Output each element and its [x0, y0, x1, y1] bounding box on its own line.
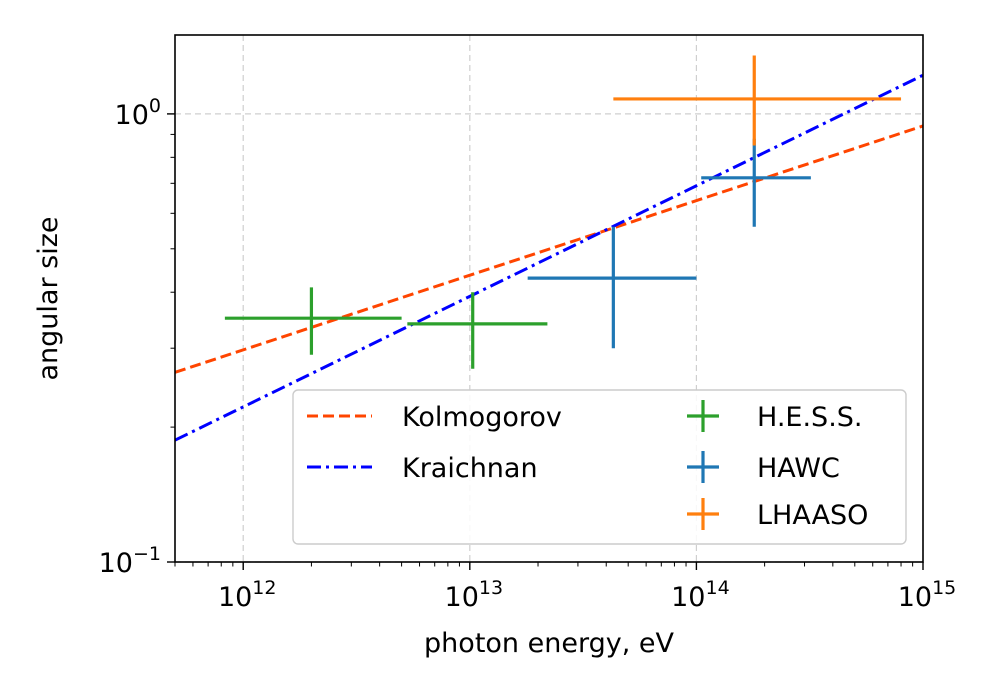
x-tick-label: 1015 — [898, 577, 957, 613]
plot-frame — [174, 34, 924, 563]
errorbar-point-h-e-s-s — [224, 287, 402, 355]
axis-ticks: 1012 1013 1014 1015 10−1 100 — [99, 95, 957, 613]
x-tick-label: 1014 — [671, 577, 730, 613]
x-tick-label: 1012 — [218, 577, 277, 613]
plot-area — [175, 55, 923, 442]
legend-label: Kraichnan — [402, 453, 538, 484]
errorbar-point-hawc — [527, 226, 697, 349]
errorbar-point-hawc — [701, 138, 811, 227]
y-tick-label: 100 — [115, 95, 161, 131]
legend: Kolmogorov Kraichnan H.E.S.S. HAWC LHAASO — [292, 389, 907, 545]
x-axis-label: photon energy, eV — [424, 628, 674, 659]
legend-entry-kraichnan: Kraichnan — [307, 453, 538, 484]
legend-entry-hawc: HAWC — [687, 451, 840, 484]
y-axis-label: angular size — [33, 217, 64, 381]
line-kraichnan — [175, 73, 923, 442]
legend-box — [292, 389, 907, 545]
legend-entry-kolmogorov: Kolmogorov — [307, 402, 562, 433]
y-tick-label: 10−1 — [99, 543, 161, 579]
errorbar-point-h-e-s-s — [407, 292, 548, 369]
errorbar-point-lhaaso — [613, 55, 902, 146]
legend-label: H.E.S.S. — [757, 402, 863, 433]
line-kolmogorov — [175, 124, 923, 374]
legend-entry-lhaaso: LHAASO — [687, 498, 868, 531]
legend-label: Kolmogorov — [402, 402, 562, 433]
legend-label: HAWC — [757, 453, 840, 484]
legend-label: LHAASO — [757, 500, 868, 531]
x-tick-label: 1013 — [445, 577, 504, 613]
legend-entry-h-e-s-s: H.E.S.S. — [687, 400, 863, 433]
